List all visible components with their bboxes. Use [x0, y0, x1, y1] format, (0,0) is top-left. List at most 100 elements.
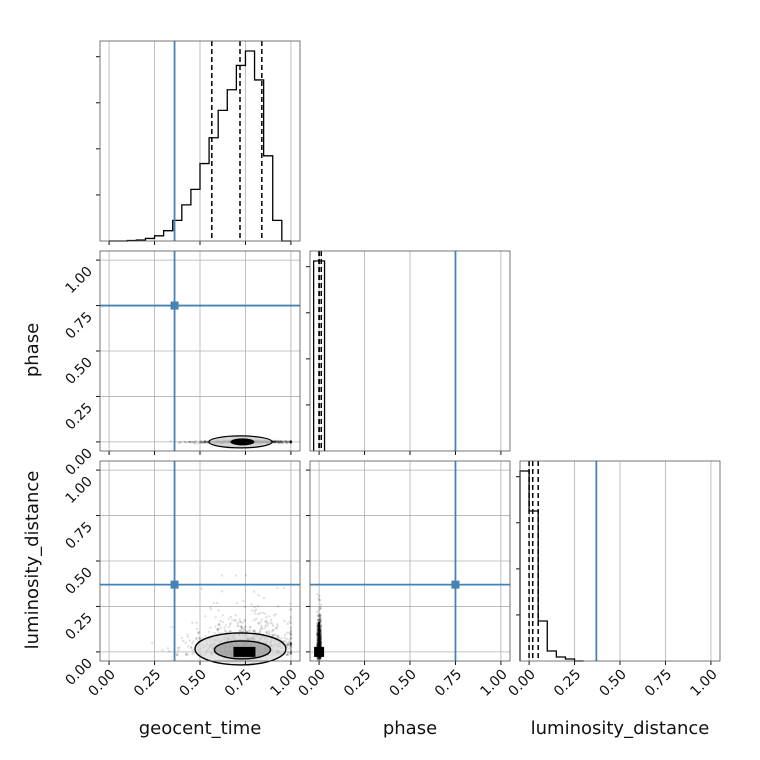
scatter-luminosity-distance-vs-phase-point	[316, 642, 319, 645]
scatter-phase-vs-geocent-time-border	[99, 250, 301, 452]
xlabel-luminosity-distance: luminosity_distance	[531, 718, 710, 739]
scatter-luminosity-distance-vs-phase-point	[316, 639, 319, 642]
scatter-luminosity-distance-vs-geocent-time-point	[259, 621, 263, 624]
scatter-phase-vs-geocent-time-point	[279, 441, 283, 444]
scatter-luminosity-distance-vs-phase-point	[316, 630, 319, 634]
scatter-luminosity-distance-vs-geocent-time-point	[184, 653, 188, 657]
scatter-luminosity-distance-vs-geocent-time-point	[254, 612, 257, 615]
scatter-phase-vs-geocent-time-point	[203, 441, 206, 444]
scatter-phase-vs-geocent-time-point	[198, 440, 201, 444]
scatter-luminosity-distance-vs-geocent-time-point	[289, 642, 293, 645]
scatter-luminosity-distance-vs-geocent-time-point	[184, 641, 188, 644]
scatter-luminosity-distance-vs-geocent-time-point	[186, 633, 189, 636]
scatter-luminosity-distance-vs-geocent-time-point	[262, 596, 266, 600]
scatter-phase-vs-geocent-time-point	[272, 440, 275, 444]
scatter-luminosity-distance-vs-phase-point	[318, 657, 321, 660]
scatter-phase-vs-geocent-time-point	[274, 439, 278, 443]
scatter-luminosity-distance-vs-phase-xtick-label-2: 0.50	[386, 667, 419, 700]
scatter-luminosity-distance-vs-phase-point	[318, 656, 321, 660]
scatter-phase-vs-geocent-time-point	[289, 440, 293, 443]
scatter-luminosity-distance-vs-geocent-time-point	[289, 634, 293, 637]
scatter-phase-vs-geocent-time-point	[280, 440, 284, 443]
scatter-luminosity-distance-vs-geocent-time-point	[260, 626, 263, 629]
scatter-luminosity-distance-vs-geocent-time-point	[239, 620, 242, 623]
scatter-luminosity-distance-vs-phase-point	[318, 619, 321, 622]
scatter-luminosity-distance-vs-geocent-time-point	[283, 636, 286, 640]
scatter-luminosity-distance-vs-geocent-time-point	[219, 627, 223, 630]
hist-luminosity-distance-xtick-label-0: 0.00	[506, 667, 539, 700]
scatter-luminosity-distance-vs-geocent-time-point	[283, 633, 287, 637]
scatter-luminosity-distance-vs-geocent-time-point	[182, 639, 185, 643]
hist-luminosity-distance-xtick-label-2: 0.50	[596, 667, 629, 700]
scatter-luminosity-distance-vs-geocent-time-point	[277, 637, 281, 640]
scatter-luminosity-distance-vs-geocent-time-point	[176, 646, 180, 650]
scatter-luminosity-distance-vs-geocent-time-point	[284, 640, 288, 643]
scatter-phase-vs-geocent-time-point	[278, 440, 282, 443]
scatter-phase-vs-geocent-time-point	[169, 440, 173, 443]
scatter-luminosity-distance-vs-geocent-time-point	[289, 629, 293, 632]
hist-luminosity-distance: 0.00 0.25 0.50 0.75 1.00	[506, 460, 721, 700]
xlabel-geocent-time: geocent_time	[139, 718, 262, 739]
scatter-phase-vs-geocent-time-point	[289, 440, 293, 443]
scatter-luminosity-distance-vs-geocent-time-point	[197, 636, 201, 640]
scatter-luminosity-distance-vs-geocent-time-point	[289, 648, 293, 651]
scatter-luminosity-distance-vs-geocent-time-point	[264, 612, 267, 615]
scatter-luminosity-distance-vs-geocent-time-point	[289, 650, 293, 654]
scatter-luminosity-distance-vs-geocent-time-point	[289, 627, 293, 630]
scatter-phase-vs-geocent-time-point	[203, 440, 207, 444]
scatter-phase-vs-geocent-time-point	[203, 440, 206, 443]
scatter-phase-vs-geocent-time-point	[183, 440, 187, 444]
scatter-phase-vs-geocent-time-point	[201, 441, 204, 444]
scatter-luminosity-distance-vs-geocent-time-point	[265, 619, 268, 622]
scatter-luminosity-distance-vs-geocent-time: 0.00 0.25 0.50 0.75 1.000.000.250.500.751.00	[62, 460, 301, 700]
scatter-luminosity-distance-vs-geocent-time-point	[272, 628, 275, 631]
scatter-luminosity-distance-vs-phase-point	[319, 644, 322, 647]
scatter-luminosity-distance-vs-phase-point	[318, 620, 322, 623]
scatter-luminosity-distance-vs-phase-point	[317, 615, 321, 619]
scatter-luminosity-distance-vs-geocent-time-point	[289, 641, 293, 645]
scatter-luminosity-distance-vs-geocent-time-point	[286, 653, 289, 656]
scatter-luminosity-distance-vs-phase-point	[318, 612, 321, 616]
scatter-luminosity-distance-vs-geocent-time-point	[213, 632, 216, 635]
scatter-luminosity-distance-vs-phase-point	[316, 632, 319, 636]
scatter-phase-vs-geocent-time-point	[274, 440, 277, 444]
scatter-luminosity-distance-vs-phase-point	[316, 633, 319, 636]
scatter-luminosity-distance-vs-geocent-time-point	[289, 647, 293, 650]
scatter-luminosity-distance-vs-geocent-time-point	[289, 633, 293, 636]
scatter-luminosity-distance-vs-phase-point	[319, 623, 322, 627]
scatter-luminosity-distance-vs-phase-point	[316, 642, 319, 645]
scatter-phase-vs-geocent-time-point	[189, 441, 193, 444]
scatter-luminosity-distance-vs-geocent-time-point	[204, 635, 208, 638]
scatter-luminosity-distance-vs-phase-point	[316, 624, 319, 628]
scatter-phase-vs-geocent-time-point	[205, 440, 208, 443]
scatter-luminosity-distance-vs-geocent-time-point	[240, 626, 243, 629]
scatter-phase-vs-geocent-time-truth-marker	[170, 301, 179, 310]
scatter-luminosity-distance-vs-phase-point	[319, 606, 322, 610]
scatter-phase-vs-geocent-time-point	[200, 440, 204, 444]
scatter-phase-vs-geocent-time-point	[188, 440, 191, 444]
scatter-luminosity-distance-vs-geocent-time-point	[191, 652, 194, 656]
scatter-luminosity-distance-vs-geocent-time-point	[254, 608, 258, 611]
scatter-luminosity-distance-vs-geocent-time-point	[289, 617, 293, 620]
scatter-luminosity-distance-vs-geocent-time-point	[286, 643, 290, 647]
scatter-luminosity-distance-vs-geocent-time-point	[161, 648, 164, 652]
scatter-luminosity-distance-vs-geocent-time-point	[289, 608, 293, 611]
scatter-phase-vs-geocent-time-point	[178, 440, 182, 444]
scatter-luminosity-distance-vs-phase-point	[317, 657, 320, 660]
scatter-luminosity-distance-vs-geocent-time-point	[178, 646, 181, 649]
scatter-luminosity-distance-vs-geocent-time-point	[192, 651, 196, 654]
scatter-phase-vs-geocent-time-point	[284, 440, 288, 443]
scatter-luminosity-distance-vs-phase-point	[319, 640, 323, 643]
scatter-luminosity-distance-vs-geocent-time-xtick-label-1: 0.25	[131, 667, 164, 700]
scatter-luminosity-distance-vs-geocent-time-point	[170, 625, 173, 629]
scatter-phase-vs-geocent-time-point	[272, 441, 275, 444]
scatter-luminosity-distance-vs-phase-point	[319, 607, 322, 611]
scatter-luminosity-distance-vs-phase-point	[319, 639, 322, 643]
hist-geocent-time-step	[109, 50, 291, 242]
scatter-phase-vs-geocent-time-point	[279, 440, 282, 443]
scatter-luminosity-distance-vs-phase-point	[318, 616, 322, 619]
scatter-luminosity-distance-vs-phase-point	[319, 620, 322, 623]
scatter-phase-vs-geocent-time-point	[289, 441, 293, 444]
scatter-luminosity-distance-vs-geocent-time-point	[214, 616, 217, 619]
